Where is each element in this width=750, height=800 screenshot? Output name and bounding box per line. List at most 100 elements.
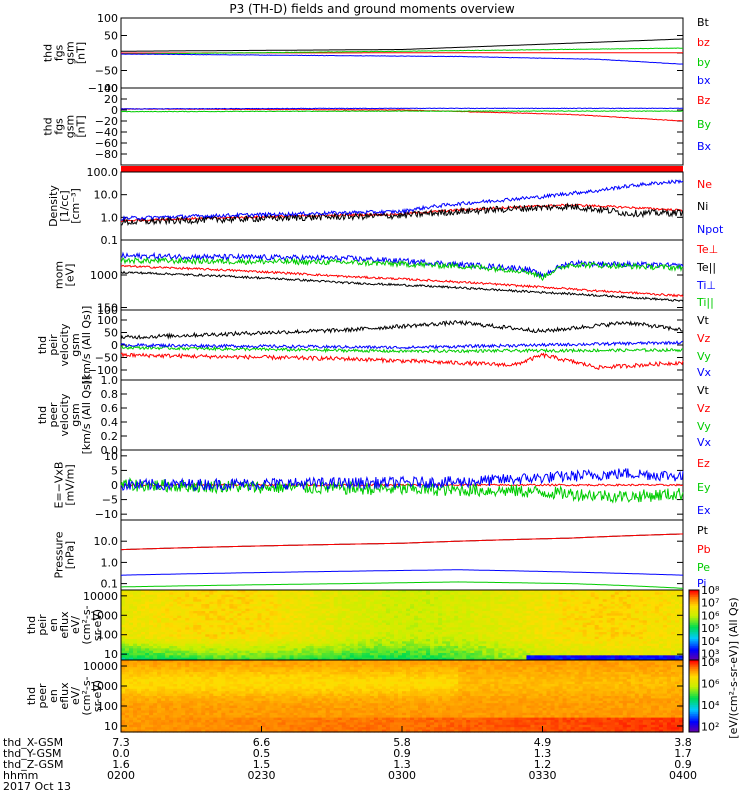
heatmap-cell: [149, 615, 154, 619]
heatmap-cell: [526, 629, 532, 633]
heatmap-cell: [125, 606, 130, 610]
heatmap-cell: [121, 641, 126, 645]
heatmap-cell: [402, 611, 407, 614]
heatmap-cell: [418, 632, 423, 635]
heatmap-cell: [201, 592, 206, 596]
heatmap-cell: [666, 629, 672, 633]
heatmap-cell: [578, 632, 584, 635]
heatmap-cell: [169, 708, 174, 711]
heatmap-cell: [578, 594, 584, 598]
heatmap-cell: [325, 648, 331, 652]
panel-p10: 10⁸10⁶10⁴10²10000100010010thdpeereneflux…: [25, 656, 720, 733]
heatmap-cell: [245, 646, 251, 649]
y-tick-label: 0.1: [101, 234, 119, 247]
heatmap-cell: [265, 641, 271, 645]
heatmap-cell: [165, 618, 170, 621]
heatmap-cell: [614, 618, 620, 621]
heatmap-cell: [193, 641, 198, 645]
heatmap-cell: [241, 627, 247, 631]
heatmap-cell: [141, 710, 146, 714]
heatmap-cell: [454, 615, 459, 619]
heatmap-cell: [630, 618, 636, 621]
heatmap-cell: [173, 705, 178, 709]
heatmap-cell: [494, 611, 499, 614]
heatmap-cell: [333, 601, 339, 605]
heatmap-cell: [289, 629, 295, 633]
heatmap-cell: [333, 641, 339, 645]
colorbar-cell: [689, 604, 699, 607]
heatmap-cell: [446, 657, 451, 661]
heatmap-cell: [221, 599, 226, 603]
heatmap-cell: [486, 641, 491, 645]
heatmap-cell: [281, 650, 287, 654]
heatmap-cell: [582, 641, 588, 645]
heatmap-cell: [478, 641, 483, 645]
heatmap-cell: [474, 627, 479, 631]
heatmap-cell: [562, 601, 568, 605]
heatmap-cell: [530, 611, 536, 614]
heatmap-cell: [626, 592, 632, 596]
heatmap-cell: [177, 720, 182, 723]
heatmap-cell: [590, 646, 596, 649]
heatmap-cell: [141, 625, 146, 628]
heatmap-cell: [554, 643, 560, 647]
heatmap-cell: [646, 594, 652, 598]
heatmap-cell: [149, 629, 154, 633]
heatmap-cell: [121, 625, 126, 628]
heatmap-cell: [381, 632, 387, 635]
heatmap-cell: [498, 632, 503, 635]
heatmap-cell: [253, 634, 259, 638]
heatmap-cell: [470, 592, 475, 596]
heatmap-cell: [562, 657, 568, 661]
heatmap-cell: [586, 625, 592, 628]
heatmap-cell: [662, 653, 668, 656]
legend-entry: Vy: [697, 350, 711, 363]
heatmap-cell: [137, 693, 142, 697]
heatmap-cell: [393, 643, 399, 647]
heatmap-cell: [538, 625, 544, 628]
heatmap-cell: [137, 686, 142, 690]
heatmap-cell: [133, 615, 138, 619]
heatmap-cell: [129, 703, 134, 707]
heatmap-cell: [125, 608, 130, 612]
heatmap-cell: [149, 698, 154, 702]
heatmap-cell: [165, 720, 170, 723]
heatmap-cell: [450, 650, 455, 654]
heatmap-cell: [554, 606, 560, 610]
heatmap-cell: [133, 655, 138, 659]
heatmap-cell: [269, 590, 275, 593]
heatmap-cell: [369, 601, 375, 605]
heatmap-cell: [209, 597, 214, 600]
heatmap-cell: [550, 606, 556, 610]
heatmap-cell: [213, 615, 218, 619]
heatmap-cell: [201, 636, 206, 640]
heatmap-cell: [422, 604, 427, 607]
heatmap-cell: [406, 629, 411, 633]
heatmap-cell: [361, 590, 367, 593]
heatmap-cell: [217, 592, 222, 596]
heatmap-cell: [514, 636, 520, 640]
heatmap-cell: [426, 634, 431, 638]
heatmap-cell: [125, 590, 130, 593]
heatmap-cell: [606, 636, 612, 640]
heatmap-cell: [434, 643, 439, 647]
heatmap-cell: [373, 615, 379, 619]
heatmap-cell: [285, 643, 291, 647]
heatmap-cell: [137, 601, 142, 605]
heatmap-cell: [153, 594, 158, 598]
heatmap-cell: [153, 720, 158, 723]
heatmap-cell: [446, 590, 451, 593]
heatmap-cell: [361, 650, 367, 654]
heatmap-cell: [129, 646, 134, 649]
heatmap-cell: [261, 592, 267, 596]
heatmap-cell: [614, 650, 620, 654]
heatmap-cell: [125, 688, 130, 692]
heatmap-cell: [297, 632, 303, 635]
heatmap-cell: [570, 657, 576, 661]
heatmap-cell: [153, 681, 158, 685]
heatmap-cell: [149, 648, 154, 652]
series-line-vx: [120, 340, 684, 350]
heatmap-cell: [365, 620, 371, 624]
heatmap-cell: [165, 657, 170, 661]
